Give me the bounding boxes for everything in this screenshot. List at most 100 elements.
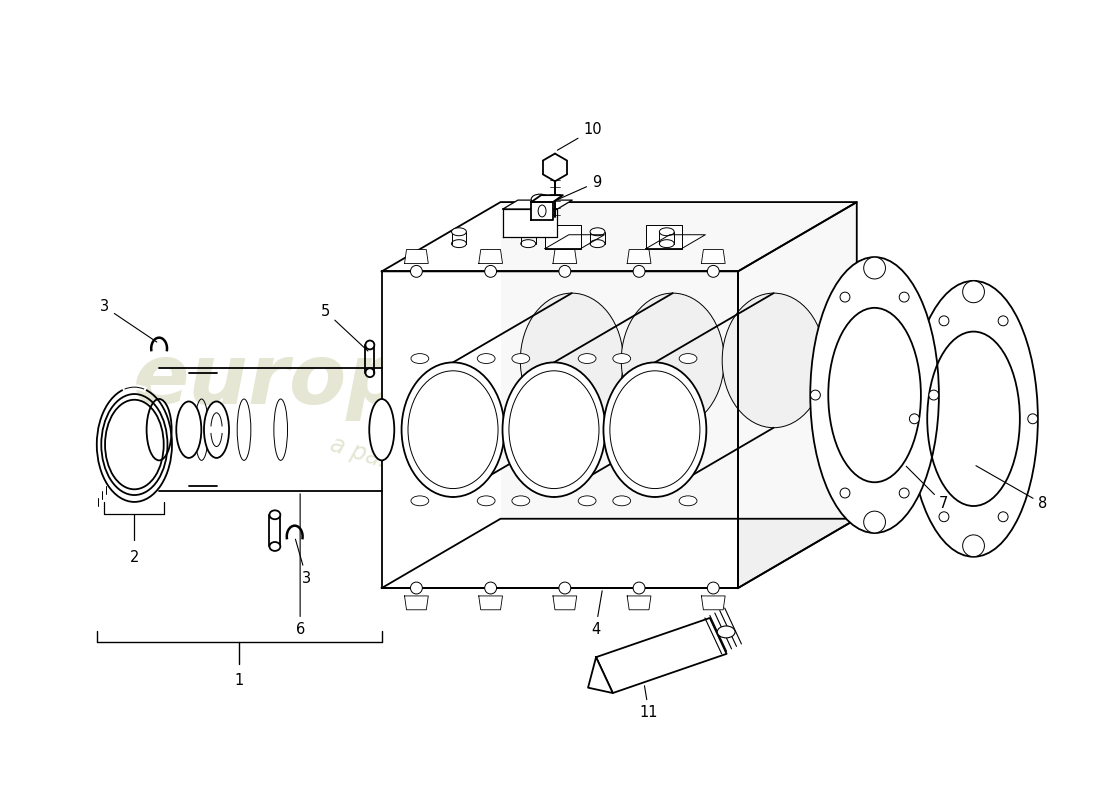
Ellipse shape [604, 362, 706, 497]
Ellipse shape [365, 368, 374, 377]
Text: 3: 3 [296, 539, 311, 586]
Ellipse shape [679, 354, 697, 363]
Ellipse shape [485, 582, 496, 594]
Ellipse shape [590, 240, 605, 248]
Ellipse shape [998, 512, 1008, 522]
Polygon shape [478, 596, 503, 610]
Ellipse shape [621, 293, 724, 428]
Ellipse shape [707, 582, 719, 594]
Text: 3: 3 [100, 299, 157, 342]
Text: 10: 10 [558, 122, 602, 150]
Ellipse shape [579, 496, 596, 506]
Ellipse shape [411, 496, 429, 506]
Ellipse shape [410, 266, 422, 278]
Ellipse shape [864, 511, 886, 533]
Ellipse shape [899, 292, 909, 302]
Ellipse shape [477, 354, 495, 363]
Ellipse shape [520, 240, 536, 248]
Polygon shape [531, 195, 563, 202]
Ellipse shape [811, 257, 939, 533]
Ellipse shape [559, 266, 571, 278]
Text: a passion for parts since 1982: a passion for parts since 1982 [327, 433, 674, 566]
Polygon shape [702, 596, 725, 610]
Polygon shape [500, 202, 857, 518]
Ellipse shape [146, 399, 172, 460]
Ellipse shape [811, 390, 821, 400]
Ellipse shape [998, 316, 1008, 326]
Text: 6: 6 [296, 494, 305, 637]
Text: 1: 1 [234, 673, 244, 687]
Ellipse shape [402, 362, 505, 497]
Ellipse shape [503, 362, 605, 497]
Polygon shape [596, 618, 727, 693]
Polygon shape [588, 657, 613, 693]
Ellipse shape [365, 341, 374, 350]
Ellipse shape [962, 281, 984, 302]
Ellipse shape [899, 488, 909, 498]
Text: 8: 8 [976, 466, 1047, 511]
Polygon shape [405, 250, 428, 263]
Ellipse shape [512, 354, 530, 363]
Ellipse shape [485, 266, 496, 278]
Text: 7: 7 [906, 466, 948, 511]
Polygon shape [531, 202, 553, 220]
Ellipse shape [411, 354, 429, 363]
Ellipse shape [939, 512, 949, 522]
Ellipse shape [176, 402, 201, 458]
Polygon shape [627, 250, 651, 263]
Ellipse shape [864, 257, 886, 279]
Ellipse shape [707, 266, 719, 278]
Polygon shape [503, 200, 572, 209]
Text: 5: 5 [321, 304, 367, 351]
Polygon shape [503, 209, 558, 237]
Ellipse shape [451, 228, 466, 236]
Ellipse shape [613, 496, 630, 506]
Polygon shape [543, 154, 566, 182]
Ellipse shape [910, 414, 920, 424]
Ellipse shape [717, 626, 735, 638]
Ellipse shape [520, 228, 536, 236]
Ellipse shape [634, 266, 645, 278]
Ellipse shape [370, 399, 394, 460]
Ellipse shape [270, 510, 280, 519]
Ellipse shape [410, 582, 422, 594]
Ellipse shape [559, 582, 571, 594]
Polygon shape [478, 250, 503, 263]
Ellipse shape [531, 194, 549, 204]
Polygon shape [553, 250, 576, 263]
Text: 9: 9 [554, 174, 601, 201]
Ellipse shape [1027, 414, 1037, 424]
Ellipse shape [634, 582, 645, 594]
Ellipse shape [613, 354, 630, 363]
Ellipse shape [723, 293, 825, 428]
Text: 4: 4 [591, 590, 602, 637]
Text: europaparts: europaparts [133, 340, 710, 421]
Ellipse shape [659, 240, 674, 248]
Polygon shape [546, 234, 604, 249]
Ellipse shape [590, 228, 605, 236]
Ellipse shape [451, 240, 466, 248]
Text: 2: 2 [130, 550, 139, 565]
Ellipse shape [939, 316, 949, 326]
Ellipse shape [679, 496, 697, 506]
Ellipse shape [520, 293, 624, 428]
Polygon shape [646, 225, 682, 249]
Polygon shape [553, 596, 576, 610]
Ellipse shape [579, 354, 596, 363]
Ellipse shape [840, 488, 850, 498]
Ellipse shape [477, 496, 495, 506]
Ellipse shape [659, 228, 674, 236]
Ellipse shape [910, 281, 1038, 557]
Text: 11: 11 [640, 686, 658, 720]
Polygon shape [382, 202, 857, 271]
Polygon shape [546, 225, 581, 249]
Polygon shape [382, 518, 857, 588]
Polygon shape [627, 596, 651, 610]
Ellipse shape [928, 390, 938, 400]
Ellipse shape [204, 402, 229, 458]
Polygon shape [738, 202, 857, 588]
Ellipse shape [270, 542, 280, 551]
Polygon shape [405, 596, 428, 610]
Polygon shape [702, 250, 725, 263]
Ellipse shape [840, 292, 850, 302]
